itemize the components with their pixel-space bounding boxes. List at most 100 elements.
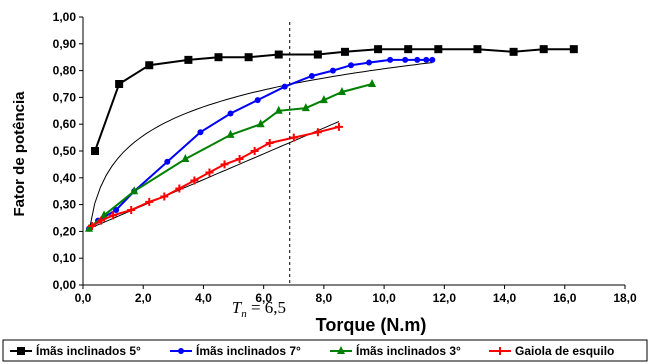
series-3 bbox=[85, 79, 377, 232]
data-point bbox=[569, 45, 578, 54]
series-4 bbox=[88, 122, 343, 231]
data-point bbox=[160, 192, 169, 201]
data-point bbox=[281, 83, 288, 90]
data-point bbox=[100, 210, 109, 219]
data-point bbox=[301, 103, 310, 112]
x-tick-label: 10,0 bbox=[372, 291, 396, 305]
data-point bbox=[334, 122, 343, 131]
annotation-value: = 6,5 bbox=[247, 298, 286, 317]
data-point bbox=[235, 155, 244, 164]
nominal-torque-annotation: Tn = 6,5 bbox=[232, 298, 286, 320]
data-point bbox=[337, 346, 345, 354]
series-line bbox=[88, 58, 433, 230]
data-point bbox=[175, 184, 184, 193]
data-point bbox=[329, 67, 336, 74]
legend-label: Ímãs inclinados 5° bbox=[36, 343, 141, 358]
data-point bbox=[387, 56, 394, 63]
data-point bbox=[145, 61, 154, 70]
y-tick-label: 0,70 bbox=[53, 90, 77, 104]
data-point bbox=[347, 62, 354, 69]
data-point bbox=[190, 176, 199, 185]
legend-item: Ímãs inclinados 5° bbox=[10, 343, 141, 358]
y-tick-label: 0,40 bbox=[53, 171, 77, 185]
data-point bbox=[374, 45, 383, 54]
series-2 bbox=[86, 56, 436, 232]
x-tick-label: 6,0 bbox=[255, 291, 272, 305]
y-tick-label: 0,60 bbox=[53, 117, 77, 131]
data-point bbox=[402, 56, 409, 63]
data-point bbox=[473, 45, 482, 54]
data-point bbox=[414, 56, 421, 63]
legend: Ímãs inclinados 5° Ímãs inclinados 7° Ímãs… bbox=[2, 339, 648, 362]
data-point bbox=[88, 222, 97, 231]
series-group bbox=[85, 45, 578, 232]
data-point bbox=[539, 45, 548, 54]
data-point bbox=[274, 50, 283, 59]
data-point bbox=[313, 50, 322, 59]
x-tick-label: 2,0 bbox=[135, 291, 152, 305]
data-point bbox=[226, 129, 235, 138]
tick-labels: 0,00 0,10 0,20 0,30 0,40 0,50 0,60 0,70 0,80 0,90… bbox=[53, 10, 637, 305]
legend-label: Gaiola de esquilo bbox=[515, 344, 614, 358]
data-point bbox=[184, 55, 193, 64]
y-tick-label: 0,00 bbox=[53, 278, 77, 292]
data-point bbox=[85, 223, 94, 232]
data-point bbox=[227, 110, 234, 117]
series-line bbox=[94, 48, 574, 152]
axes bbox=[79, 16, 626, 289]
trendline-linear bbox=[88, 121, 340, 230]
y-tick-label: 0,50 bbox=[53, 144, 77, 158]
series-1 bbox=[91, 45, 578, 155]
data-point bbox=[181, 154, 190, 163]
data-point bbox=[17, 347, 25, 355]
series-line bbox=[91, 125, 340, 227]
data-point bbox=[368, 79, 377, 87]
data-point bbox=[97, 216, 106, 225]
data-point bbox=[109, 211, 118, 220]
data-point bbox=[274, 105, 283, 114]
data-point bbox=[244, 53, 253, 62]
y-tick-label: 0,90 bbox=[53, 37, 77, 51]
x-tick-label: 12,0 bbox=[433, 291, 457, 305]
data-point bbox=[254, 97, 261, 104]
data-point bbox=[366, 59, 373, 66]
annotation-T: T bbox=[232, 298, 243, 317]
y-tick-label: 0,20 bbox=[53, 224, 77, 238]
y-tick-label: 0,10 bbox=[53, 251, 77, 265]
x-tick-label: 4,0 bbox=[195, 291, 212, 305]
data-point bbox=[423, 56, 430, 63]
y-tick-label: 0,80 bbox=[53, 64, 77, 78]
data-point bbox=[340, 47, 349, 56]
data-point bbox=[197, 129, 204, 136]
data-point bbox=[214, 53, 223, 62]
data-point bbox=[250, 147, 259, 155]
data-point bbox=[220, 160, 229, 169]
y-tick-label: 0,30 bbox=[53, 198, 77, 212]
x-tick-label: 8,0 bbox=[316, 291, 333, 305]
legend-label: Ímãs inclinados 7° bbox=[196, 343, 301, 358]
x-tick-label: 18,0 bbox=[613, 291, 637, 305]
legend-item: Ímãs inclinados 3° bbox=[330, 343, 461, 358]
data-point bbox=[319, 95, 328, 104]
y-axis-label: Fator de potência bbox=[11, 91, 28, 217]
data-point bbox=[256, 119, 265, 128]
data-point bbox=[434, 45, 443, 54]
data-point bbox=[337, 87, 346, 96]
annotation-sub: n bbox=[241, 308, 247, 320]
legend-item: Ímãs inclinados 7° bbox=[170, 343, 301, 358]
data-point bbox=[289, 133, 298, 142]
data-point bbox=[115, 80, 124, 88]
data-point bbox=[313, 128, 322, 137]
x-axis-label: Torque (N.m) bbox=[316, 315, 427, 335]
x-tick-label: 0,0 bbox=[75, 291, 92, 305]
data-point bbox=[113, 206, 120, 213]
data-point bbox=[404, 45, 413, 54]
data-point bbox=[127, 205, 136, 214]
data-point bbox=[205, 168, 214, 177]
legend-box bbox=[2, 339, 648, 362]
legend-item: Gaiola de esquilo bbox=[489, 344, 614, 358]
data-point bbox=[145, 197, 154, 206]
y-tick-label: 1,00 bbox=[53, 10, 77, 24]
data-point bbox=[496, 347, 504, 355]
